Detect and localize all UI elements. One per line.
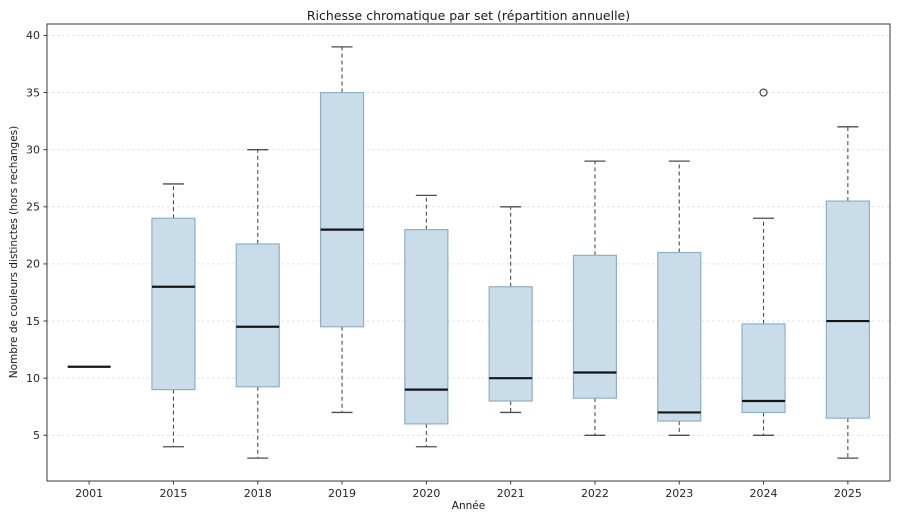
- box-2019: [319, 91, 365, 328]
- xtick-label-2015: 2015: [159, 487, 187, 500]
- ytick-label-20: 20: [26, 258, 40, 271]
- xtick-label-2018: 2018: [244, 487, 272, 500]
- ytick-label-10: 10: [26, 372, 40, 385]
- xtick-label-2023: 2023: [665, 487, 693, 500]
- box-2023: [657, 251, 702, 422]
- ytick-label-25: 25: [26, 201, 40, 214]
- y-axis-label: Nombre de couleurs distinctes (hors rech…: [8, 125, 20, 379]
- box-2018: [235, 243, 280, 388]
- chart-title: Richesse chromatique par set (répartitio…: [306, 8, 631, 23]
- x-axis-label: Année: [451, 500, 486, 512]
- xtick-label-2001: 2001: [75, 487, 103, 500]
- box-2020: [404, 229, 449, 425]
- box-2022: [572, 254, 618, 399]
- box-2024: [741, 323, 786, 414]
- box-2021: [488, 286, 533, 402]
- outlier-2024-35: [759, 88, 768, 97]
- xtick-label-2022: 2022: [581, 487, 609, 500]
- xtick-label-2019: 2019: [328, 487, 356, 500]
- xtick-label-2020: 2020: [412, 487, 440, 500]
- ytick-label-15: 15: [26, 315, 40, 328]
- box-2025: [825, 200, 870, 419]
- xtick-label-2021: 2021: [497, 487, 525, 500]
- ytick-label-5: 5: [33, 429, 40, 442]
- xtick-label-2025: 2025: [834, 487, 862, 500]
- ytick-label-40: 40: [26, 29, 40, 42]
- plot-border: [46, 23, 891, 482]
- xtick-label-2024: 2024: [750, 487, 778, 500]
- ytick-label-30: 30: [26, 143, 40, 156]
- ytick-label-35: 35: [26, 86, 40, 99]
- box-2015: [151, 217, 196, 391]
